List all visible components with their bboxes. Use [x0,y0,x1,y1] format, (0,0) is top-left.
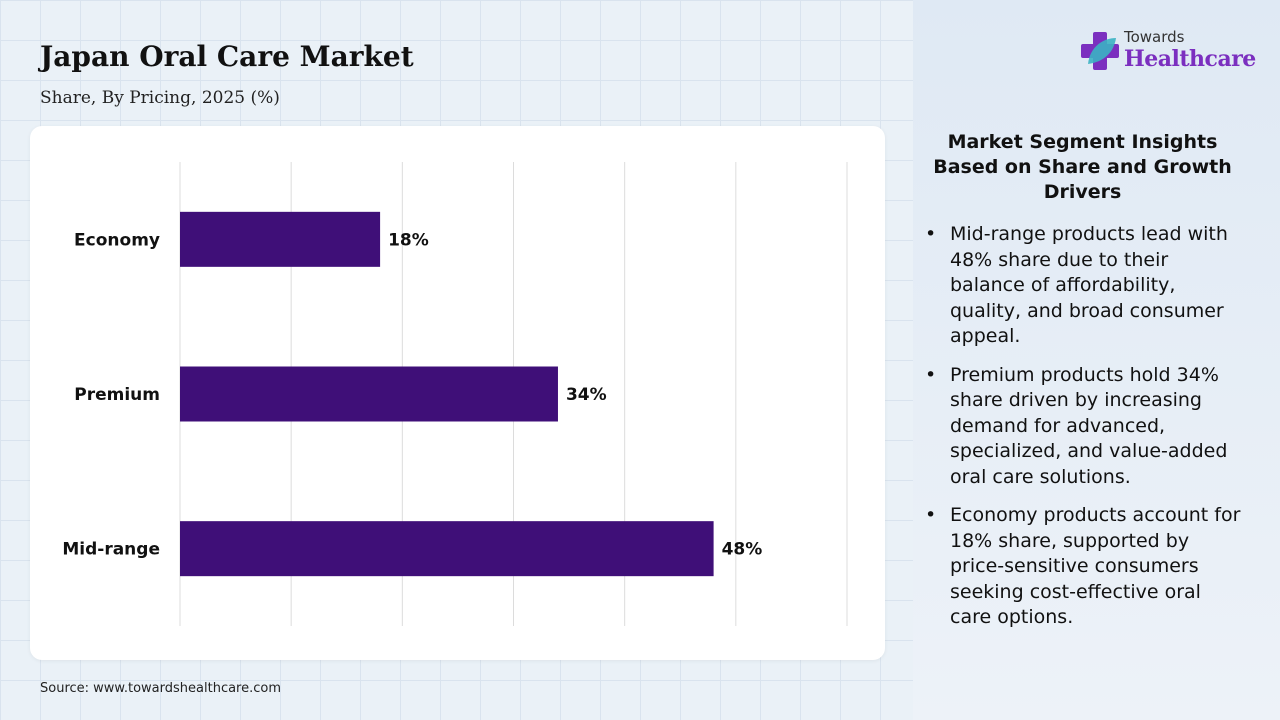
chart-card: Economy 18% Premium 34% Mid-range 48% [30,126,885,660]
bar-premium [180,366,558,422]
logo-text-top: Towards [1124,28,1185,46]
brand-logo: Towards Healthcare [1080,28,1260,78]
cross-leaf-logo-icon [1081,32,1119,70]
value-label: 34% [566,385,607,405]
category-label: Economy [74,230,160,250]
value-label: 18% [388,230,429,250]
value-label: 48% [722,540,763,560]
page-subtitle: Share, By Pricing, 2025 (%) [40,88,280,108]
bar-economy [180,211,381,267]
insight-item: Economy products account for 18% share, … [925,503,1245,631]
logo-text-main: Healthcare [1124,46,1256,72]
insights-title: Market Segment Insights Based on Share a… [933,131,1232,203]
source-note: Source: www.towardshealthcare.com [40,681,282,696]
page-title: Japan Oral Care Market [40,40,414,73]
insight-item: Mid-range products lead with 48% share d… [925,222,1245,350]
insight-item: Premium products hold 34% share driven b… [925,363,1245,491]
bar-chart: Economy 18% Premium 34% Mid-range 48% [62,162,848,626]
bar-mid-range [180,521,714,577]
category-label: Premium [74,385,160,405]
category-label: Mid-range [62,540,160,560]
insights-list: Mid-range products lead with 48% share d… [925,222,1245,644]
